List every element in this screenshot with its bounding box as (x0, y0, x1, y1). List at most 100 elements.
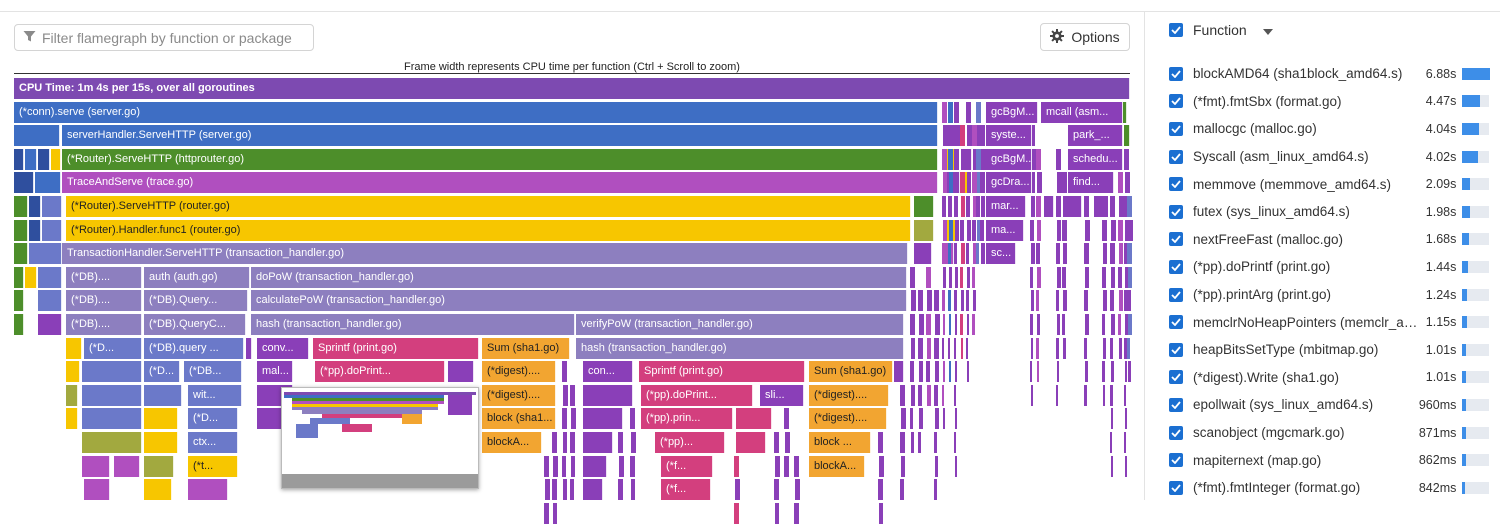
flame-frame-sliver[interactable] (942, 243, 945, 265)
flame-frame[interactable]: ma... (986, 219, 1024, 241)
flame-frame-sliver[interactable] (948, 243, 951, 265)
flame-frame-sliver[interactable] (1037, 361, 1039, 383)
function-row[interactable]: blockAMD64 (sha1block_amd64.s) 6.88s (1169, 60, 1491, 88)
select-all-checkbox[interactable] (1169, 23, 1183, 37)
flame-frame-sliver[interactable] (1030, 219, 1034, 241)
flame-frame-sliver[interactable] (1111, 455, 1113, 477)
flame-frame-sliver[interactable] (1119, 337, 1122, 359)
flamegraph[interactable]: CPU Time: 1m 4s per 15s, over all gorout… (14, 78, 1133, 524)
flame-frame-unlabeled[interactable] (82, 361, 142, 383)
flame-frame-sliver[interactable] (955, 172, 959, 194)
filter-input[interactable] (42, 29, 302, 46)
flame-frame-sliver[interactable] (976, 196, 980, 217)
flame-frame-sliver[interactable] (545, 479, 550, 501)
flame-frame[interactable]: (*DB).... (66, 314, 142, 335)
flame-frame-sliver[interactable] (1062, 219, 1067, 241)
flame-frame-sliver[interactable] (1110, 243, 1115, 265)
flame-frame-unlabeled[interactable] (14, 172, 34, 194)
flame-frame-sliver[interactable] (1110, 384, 1113, 406)
flame-frame-unlabeled[interactable] (42, 219, 62, 241)
flame-frame-sliver[interactable] (1125, 455, 1127, 477)
function-row[interactable]: memclrNoHeapPointers (memclr_amd64.s) 1.1… (1169, 308, 1489, 336)
flame-frame-sliver[interactable] (1085, 361, 1088, 383)
flame-frame-sliver[interactable] (1103, 290, 1107, 312)
flame-frame-sliver[interactable] (1128, 361, 1131, 383)
flame-frame[interactable]: (*D... (188, 408, 238, 430)
flame-frame-unlabeled[interactable] (14, 266, 24, 288)
flame-frame-sliver[interactable] (949, 172, 953, 194)
flame-frame-sliver[interactable] (1031, 148, 1036, 170)
flame-frame-sliver[interactable] (1037, 219, 1041, 241)
flame-frame[interactable]: (*DB... (184, 361, 242, 383)
flame-frame-sliver[interactable] (1127, 243, 1132, 265)
flame-frame-sliver[interactable] (961, 148, 966, 170)
flame-frame-sliver[interactable] (976, 148, 981, 170)
flame-frame-sliver[interactable] (1111, 408, 1113, 430)
flame-frame-sliver[interactable] (562, 361, 567, 383)
flame-frame-sliver[interactable] (1128, 266, 1132, 288)
flame-frame-sliver[interactable] (1127, 196, 1132, 217)
flame-frame-sliver[interactable] (935, 455, 938, 477)
flame-frame-sliver[interactable] (955, 125, 960, 147)
flame-frame[interactable]: (*DB).QueryC... (144, 314, 246, 335)
flame-frame-sliver[interactable] (794, 455, 799, 477)
flame-frame-unlabeled[interactable] (82, 384, 142, 406)
flame-frame-sliver[interactable] (1037, 172, 1042, 194)
flame-frame-sliver[interactable] (967, 172, 971, 194)
flame-frame-sliver[interactable] (784, 455, 789, 477)
flame-frame-sliver[interactable] (570, 432, 575, 453)
flame-frame-sliver[interactable] (1062, 314, 1065, 335)
flame-frame-unlabeled[interactable] (66, 361, 80, 383)
flame-frame-sliver[interactable] (911, 384, 915, 406)
flame-frame-unlabeled[interactable] (38, 148, 50, 170)
flame-frame[interactable]: block ... (809, 432, 871, 453)
flame-frame-sliver[interactable] (571, 408, 576, 430)
flame-frame[interactable]: schedu... (1068, 148, 1123, 170)
flame-frame-unlabeled[interactable] (583, 479, 603, 501)
flame-frame[interactable]: auth (auth.go) (144, 266, 250, 288)
flame-frame-unlabeled[interactable] (38, 266, 62, 288)
flame-frame[interactable]: (*f... (661, 479, 711, 501)
flame-frame-sliver[interactable] (1128, 314, 1132, 335)
flame-frame-sliver[interactable] (631, 479, 635, 501)
flame-frame-sliver[interactable] (1084, 384, 1087, 406)
flame-frame-unlabeled[interactable] (14, 125, 60, 147)
flame-frame-sliver[interactable] (934, 432, 937, 453)
flame-frame-sliver[interactable] (618, 432, 623, 453)
flame-frame-sliver[interactable] (1036, 148, 1041, 170)
flame-frame-sliver[interactable] (949, 125, 954, 147)
flame-frame-unlabeled[interactable] (188, 479, 228, 501)
flame-frame-sliver[interactable] (563, 384, 568, 406)
flame-frame[interactable]: block (sha1... (482, 408, 556, 430)
flame-frame-sliver[interactable] (948, 337, 950, 359)
flame-frame-sliver[interactable] (552, 432, 557, 453)
flame-frame-sliver[interactable] (966, 101, 971, 123)
flame-frame[interactable]: (*digest).... (482, 384, 556, 406)
flame-frame-sliver[interactable] (774, 432, 779, 453)
function-row[interactable]: futex (sys_linux_amd64.s) 1.98s (1169, 198, 1489, 226)
flame-frame-sliver[interactable] (934, 479, 937, 501)
flame-frame-sliver[interactable] (1031, 337, 1033, 359)
flame-frame-unlabeled[interactable] (29, 219, 41, 241)
flame-frame-sliver[interactable] (943, 361, 945, 383)
flame-frame-sliver[interactable] (1124, 384, 1126, 406)
flame-frame-sliver[interactable] (910, 408, 913, 430)
flame-frame-sliver[interactable] (1036, 290, 1039, 312)
flame-frame-sliver[interactable] (954, 337, 956, 359)
function-row[interactable]: mapiternext (map.go) 862ms (1169, 446, 1489, 474)
flame-frame[interactable]: (*f... (661, 455, 713, 477)
flame-frame[interactable]: (*Router).ServeHTTP (router.go) (66, 196, 911, 217)
flame-frame-unlabeled[interactable] (29, 196, 41, 217)
flame-frame-sliver[interactable] (552, 479, 557, 501)
flame-frame-unlabeled[interactable] (14, 314, 24, 335)
flame-frame-sliver[interactable] (954, 148, 959, 170)
flame-frame-sliver[interactable] (879, 502, 883, 524)
flame-frame-unlabeled[interactable] (29, 243, 62, 265)
flame-frame-sliver[interactable] (972, 266, 975, 288)
flame-frame-sliver[interactable] (901, 455, 905, 477)
flame-frame-sliver[interactable] (960, 172, 965, 194)
flame-frame-sliver[interactable] (553, 455, 558, 477)
function-row[interactable]: memmove (memmove_amd64.s) 2.09s (1169, 170, 1489, 198)
flame-frame-sliver[interactable] (900, 479, 904, 501)
flame-frame-sliver[interactable] (1124, 290, 1127, 312)
